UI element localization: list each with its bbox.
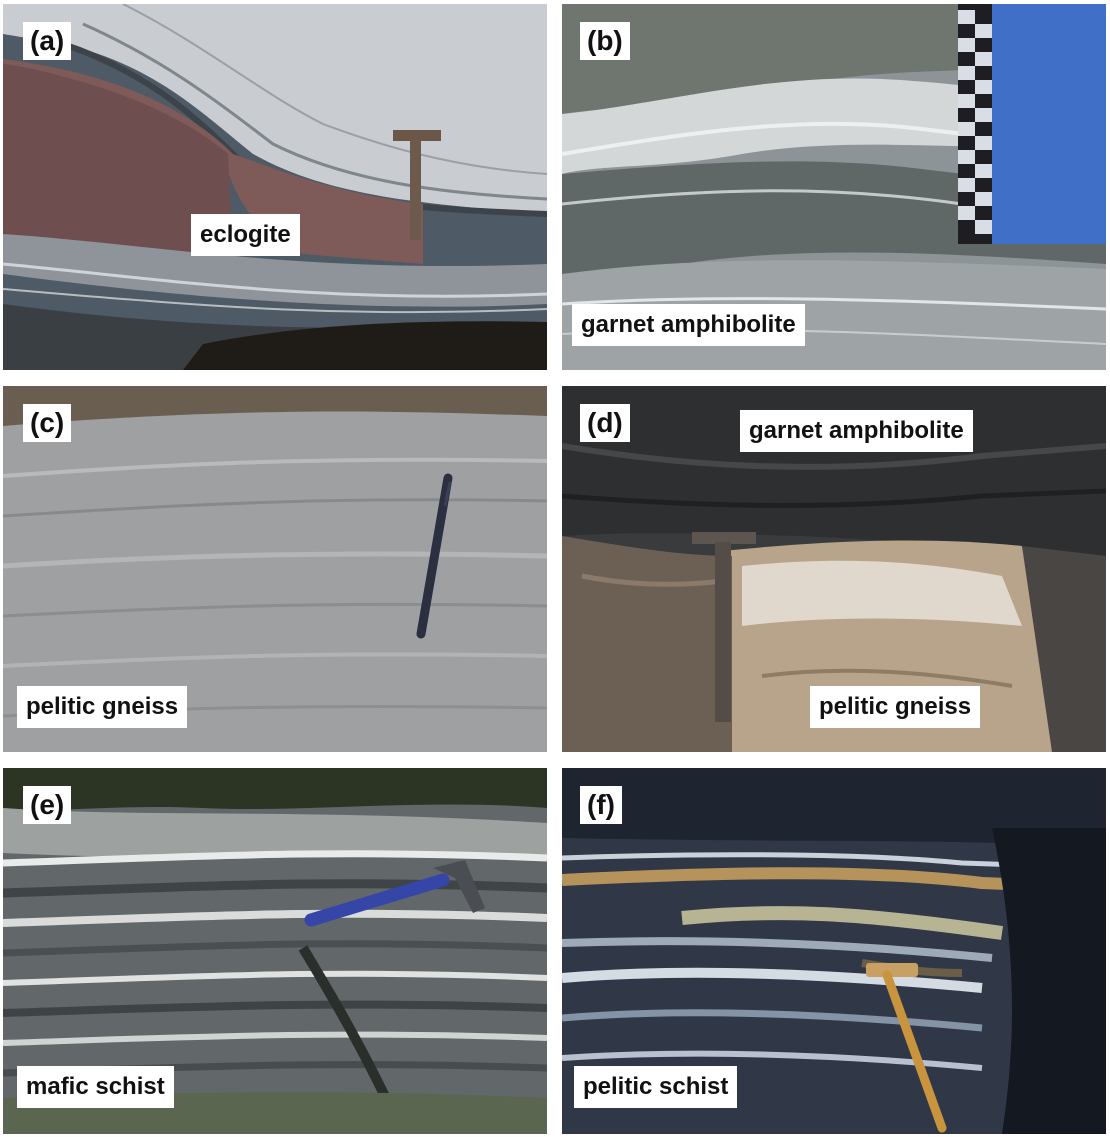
panel-a-label-eclogite: eclogite xyxy=(191,214,300,256)
panel-d-label-pelitic-gneiss: pelitic gneiss xyxy=(810,686,981,728)
panel-e-label-mafic-schist: mafic schist xyxy=(17,1066,174,1108)
panel-f-pelitic-schist-photo: (f) pelitic schist xyxy=(562,768,1106,1134)
panel-b-label-garnet-amphibolite: garnet amphibolite xyxy=(572,304,805,346)
panel-e-mafic-schist-photo: (e) mafic schist xyxy=(3,768,547,1134)
panel-c-label-pelitic-gneiss: pelitic gneiss xyxy=(17,686,188,728)
panel-f-label-pelitic-schist: pelitic schist xyxy=(574,1066,738,1108)
photo-f xyxy=(562,768,1106,1134)
panel-b-garnet-amphibolite-photo: (b) garnet amphibolite xyxy=(562,4,1106,370)
photo-a xyxy=(3,4,547,370)
panel-a-letter: (a) xyxy=(23,22,72,60)
panel-c-pelitic-gneiss-photo: (c) pelitic gneiss xyxy=(3,386,547,752)
panel-b-letter: (b) xyxy=(580,22,630,60)
panel-d-label-garnet-amphibolite: garnet amphibolite xyxy=(740,410,973,452)
panel-a-eclogite-outcrop-photo: (a) eclogite xyxy=(3,4,547,370)
panel-c-letter: (c) xyxy=(23,404,72,442)
panel-f-letter: (f) xyxy=(580,786,622,824)
panel-d-letter: (d) xyxy=(580,404,630,442)
photo-e xyxy=(3,768,547,1134)
panel-e-letter: (e) xyxy=(23,786,72,824)
panel-d-amphibolite-over-gneiss-photo: (d) garnet amphibolite pelitic gneiss xyxy=(562,386,1106,752)
